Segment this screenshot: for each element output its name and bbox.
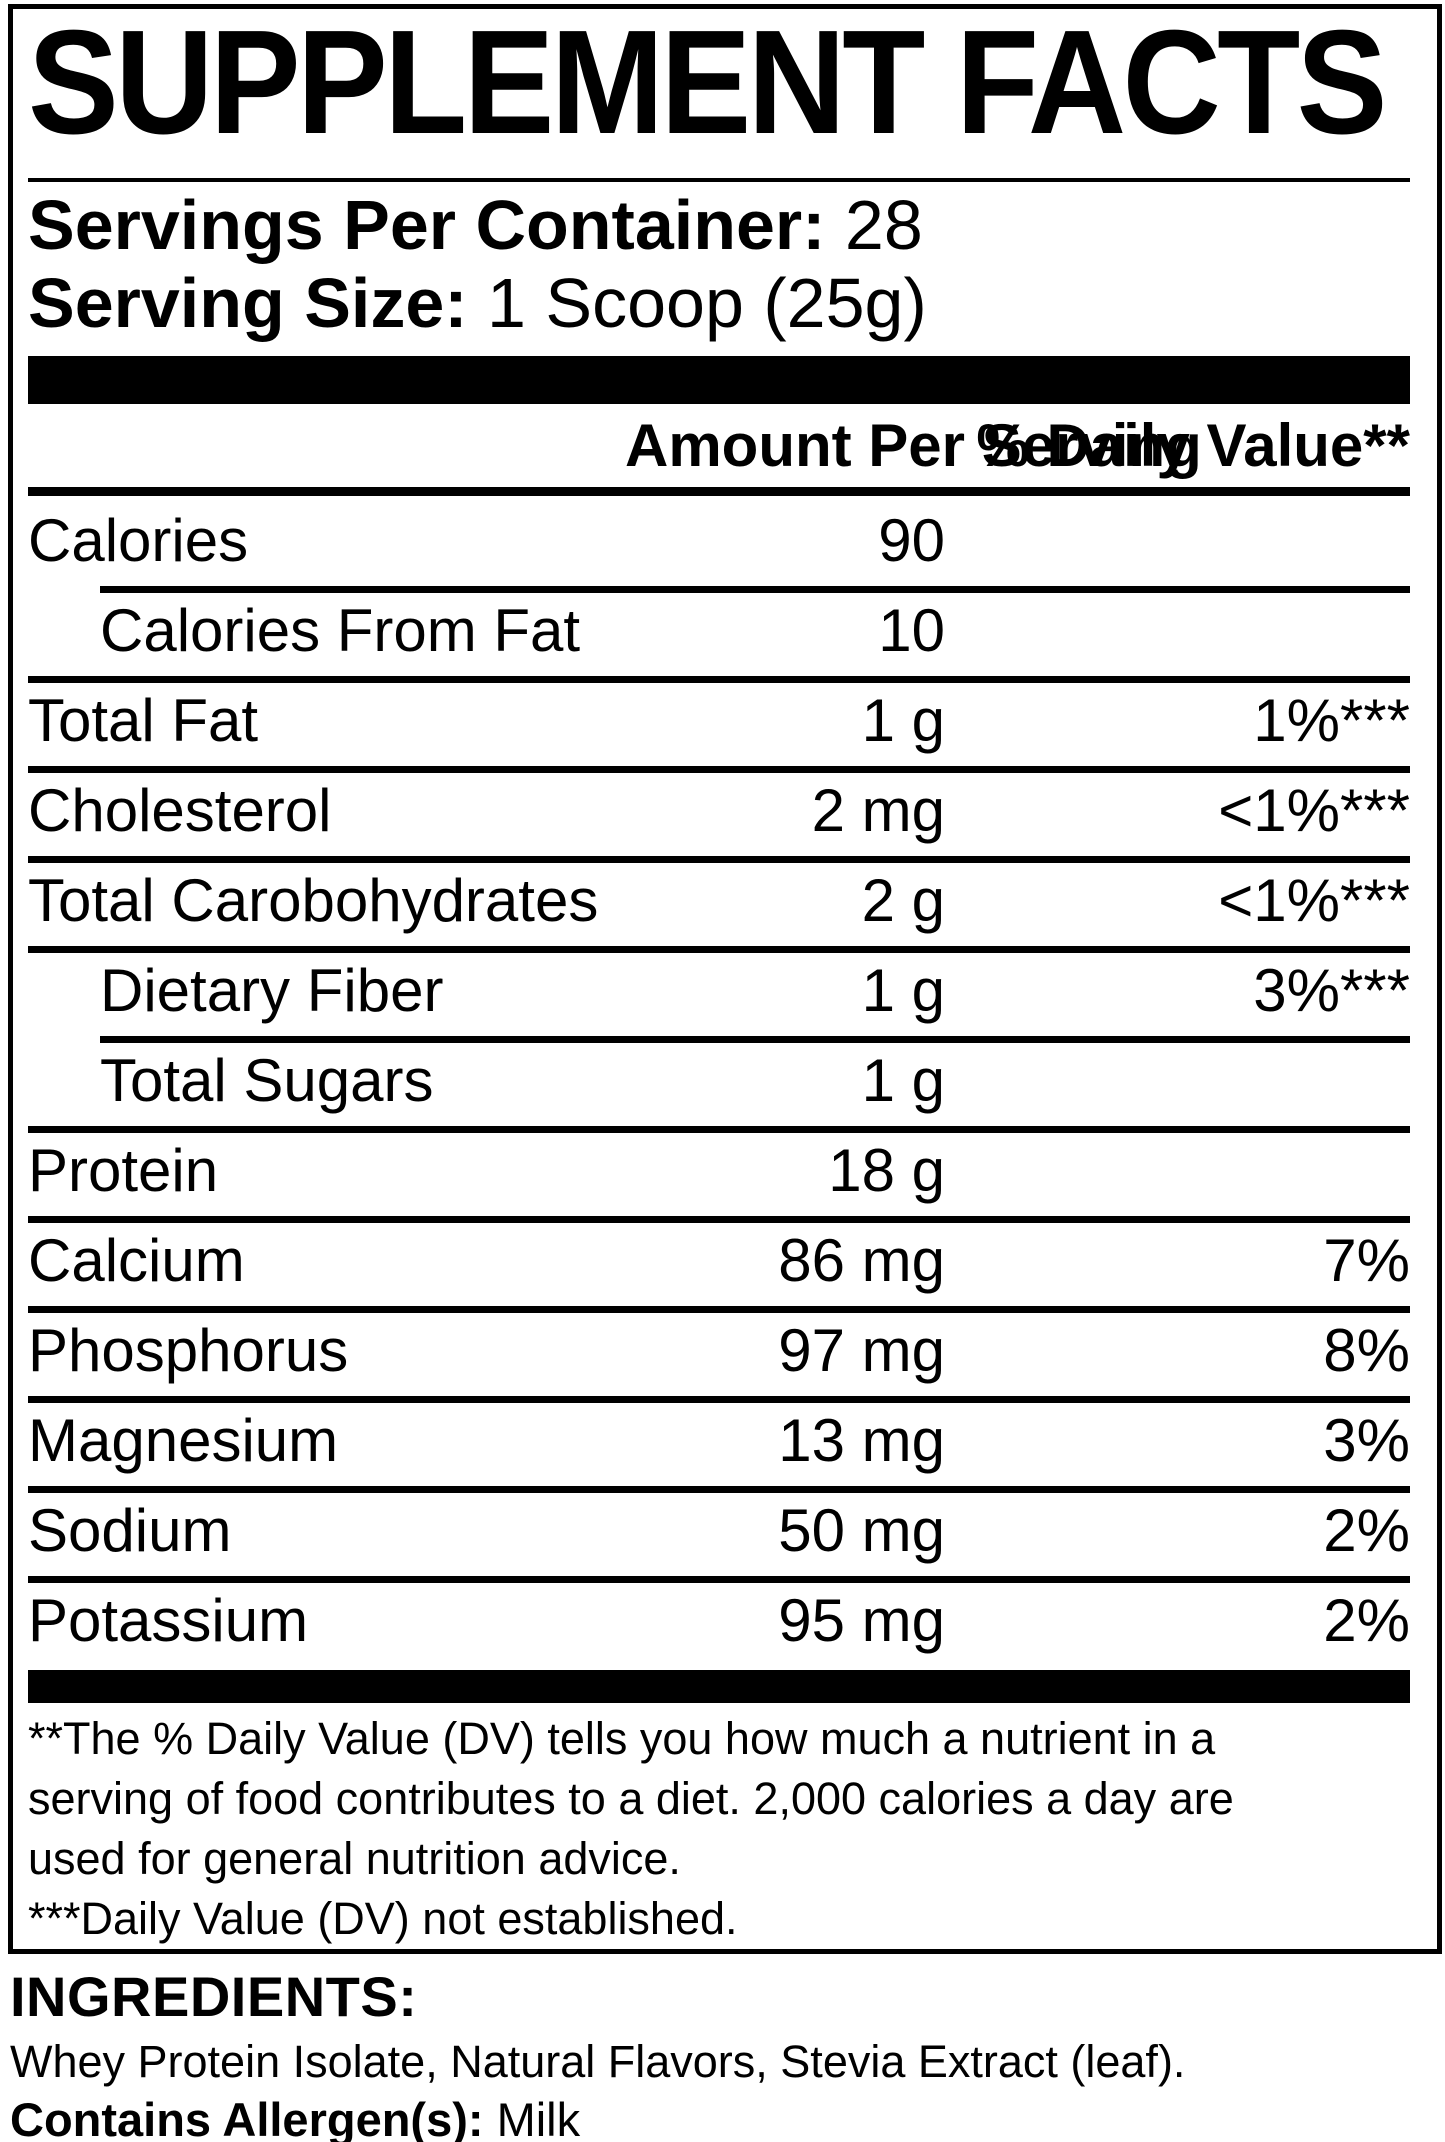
nutrient-name: Calories xyxy=(28,507,249,574)
servings-per-container-label: Servings Per Container: xyxy=(28,186,826,264)
nutrient-daily-value: 2% xyxy=(1323,1497,1410,1564)
table-row: Magnesium 13 mg 3% xyxy=(28,1396,1410,1486)
table-row: Total Fat 1 g 1%*** xyxy=(28,676,1410,766)
nutrient-name: Calories From Fat xyxy=(100,597,581,664)
nutrient-name: Potassium xyxy=(28,1587,309,1654)
nutrient-table: Calories 90 Calories From Fat 10 Total Fat 1 … xyxy=(28,496,1410,1666)
nutrient-name: Phosphorus xyxy=(28,1317,349,1384)
nutrient-name: Total Carobohydrates xyxy=(28,867,599,934)
nutrient-name: Cholesterol xyxy=(28,777,332,844)
bottom-black-bar xyxy=(28,1670,1410,1703)
footnote-line: serving of food contributes to a diet. 2… xyxy=(28,1773,1234,1824)
nutrient-amount: 1 g xyxy=(861,687,945,754)
table-row: Cholesterol 2 mg <1%*** xyxy=(28,766,1410,856)
footnote-line: used for general nutrition advice. xyxy=(28,1833,681,1884)
nutrient-daily-value: <1%*** xyxy=(1218,867,1410,934)
table-row: Dietary Fiber 1 g 3%*** xyxy=(28,946,1410,1036)
allergen-line: Contains Allergen(s): Milk xyxy=(10,2095,1185,2142)
table-row: Calcium 86 mg 7% xyxy=(28,1216,1410,1306)
serving-size-label: Serving Size: xyxy=(28,264,468,342)
ingredients-section: INGREDIENTS: Whey Protein Isolate, Natur… xyxy=(10,1969,1185,2142)
panel-title: SUPPLEMENT FACTS xyxy=(28,0,1387,165)
footnotes: **The % Daily Value (DV) tells you how m… xyxy=(28,1709,1410,1949)
footnote-line: **The % Daily Value (DV) tells you how m… xyxy=(28,1713,1216,1764)
servings-per-container: Servings Per Container: 28 xyxy=(28,190,1410,260)
title-divider xyxy=(28,178,1410,182)
footnote-line: ***Daily Value (DV) not established. xyxy=(28,1893,738,1944)
ingredients-list: Whey Protein Isolate, Natural Flavors, S… xyxy=(10,2036,1186,2087)
table-row: Calories From Fat 10 xyxy=(28,586,1410,676)
nutrient-daily-value: 8% xyxy=(1323,1317,1410,1384)
nutrient-daily-value: 3% xyxy=(1323,1407,1410,1474)
nutrient-amount: 13 mg xyxy=(778,1407,945,1474)
nutrient-name: Total Sugars xyxy=(100,1047,434,1114)
facts-panel: SUPPLEMENT FACTS Servings Per Container:… xyxy=(8,4,1442,1954)
amount-per-serving-header: Amount Per Serving xyxy=(625,411,1202,479)
nutrient-amount: 1 g xyxy=(861,1047,945,1114)
nutrient-daily-value: 2% xyxy=(1323,1587,1410,1654)
nutrient-name: Calcium xyxy=(28,1227,245,1294)
nutrient-amount: 10 xyxy=(878,597,945,664)
nutrient-name: Sodium xyxy=(28,1497,232,1564)
table-row: Total Sugars 1 g xyxy=(28,1036,1410,1126)
serving-size: Serving Size: 1 Scoop (25g) xyxy=(28,268,1410,338)
serving-size-value: 1 Scoop (25g) xyxy=(487,264,927,342)
nutrient-amount: 95 mg xyxy=(778,1587,945,1654)
nutrient-daily-value: 7% xyxy=(1323,1227,1410,1294)
allergen-label: Contains Allergen(s): xyxy=(10,2093,484,2142)
allergen-value: Milk xyxy=(496,2093,581,2142)
nutrient-amount: 1 g xyxy=(861,957,945,1024)
nutrient-amount: 2 g xyxy=(861,867,945,934)
nutrient-amount: 97 mg xyxy=(778,1317,945,1384)
nutrient-name: Protein xyxy=(28,1137,219,1204)
nutrient-daily-value: 1%*** xyxy=(1253,687,1410,754)
nutrient-name: Dietary Fiber xyxy=(100,957,444,1024)
table-row: Sodium 50 mg 2% xyxy=(28,1486,1410,1576)
nutrient-amount: 86 mg xyxy=(778,1227,945,1294)
table-row: Protein 18 g xyxy=(28,1126,1410,1216)
nutrient-amount: 50 mg xyxy=(778,1497,945,1564)
ingredients-heading: INGREDIENTS: xyxy=(10,1965,418,2028)
nutrient-amount: 18 g xyxy=(828,1137,945,1204)
daily-value-header: % Daily Value** xyxy=(976,411,1410,479)
nutrient-daily-value: <1%*** xyxy=(1218,777,1410,844)
nutrient-daily-value: 3%*** xyxy=(1253,957,1410,1024)
table-row: Potassium 95 mg 2% xyxy=(28,1576,1410,1666)
table-row: Total Carobohydrates 2 g <1%*** xyxy=(28,856,1410,946)
nutrient-amount: 2 mg xyxy=(811,777,945,844)
nutrient-name: Magnesium xyxy=(28,1407,339,1474)
servings-per-container-value: 28 xyxy=(844,186,923,264)
nutrient-name: Total Fat xyxy=(28,687,259,754)
header-divider xyxy=(28,487,1410,496)
table-row: Calories 90 xyxy=(28,496,1410,586)
table-header: Amount Per Serving % Daily Value** xyxy=(28,404,1410,487)
table-row: Phosphorus 97 mg 8% xyxy=(28,1306,1410,1396)
nutrient-amount: 90 xyxy=(878,507,945,574)
top-black-bar xyxy=(28,356,1410,404)
